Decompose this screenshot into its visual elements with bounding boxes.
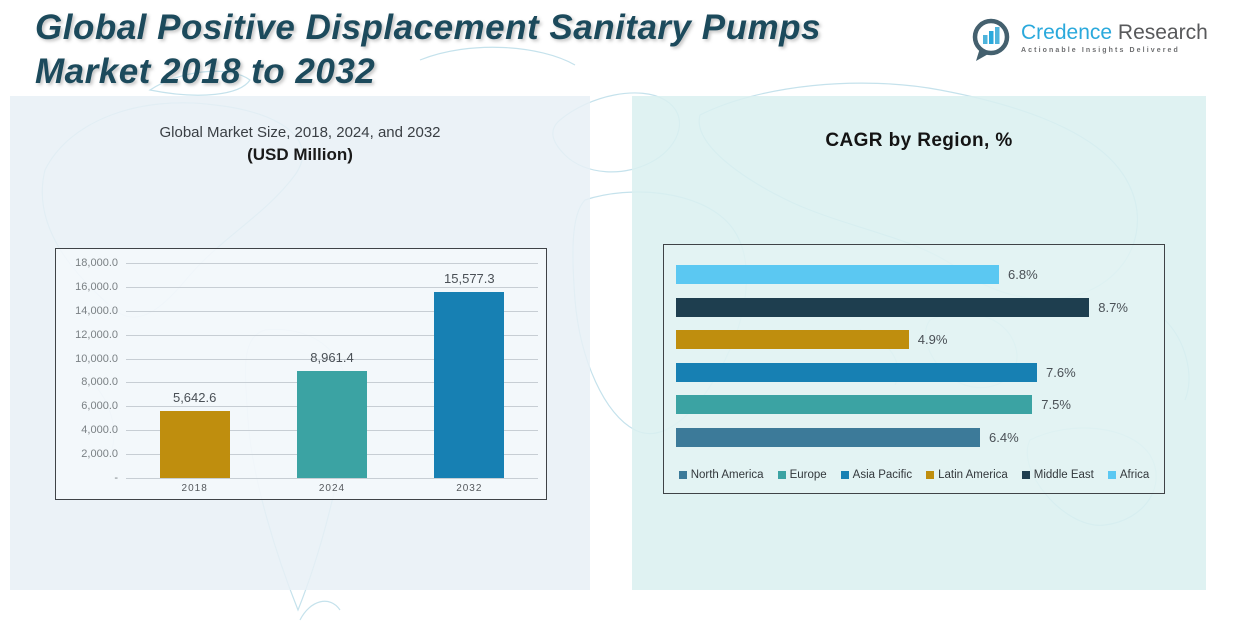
bar-value-label: 15,577.3: [444, 270, 495, 286]
chart-legend: North America Europe Asia Pacific Latin Ame…: [664, 469, 1164, 481]
credence-research-logo: Credence Research Actionable Insights De…: [968, 16, 1208, 62]
legend-item-north-america: North America: [678, 469, 764, 481]
legend-swatch: [777, 471, 786, 479]
region-bar-europe: [676, 395, 1033, 414]
x-tick-label: 2018: [181, 483, 208, 494]
bar-value-label: 8,961.4: [310, 349, 354, 365]
region-bar-value-label: 8.7%: [1098, 299, 1128, 315]
y-tick-label: 18,000.0: [75, 257, 118, 269]
legend-label: Middle East: [1033, 469, 1094, 481]
gridline: [126, 358, 538, 360]
gridline: [126, 263, 538, 264]
region-bar-latin-america: [676, 330, 909, 349]
region-bar-value-label: 7.6%: [1046, 364, 1076, 380]
legend-item-middle-east: Middle East: [1021, 469, 1094, 481]
bar-2032: [434, 291, 505, 478]
x-tick-label: 2024: [318, 483, 346, 494]
legend-item-africa: Africa: [1107, 469, 1150, 481]
logo-text: Credence Research Actionable Insights De…: [1021, 16, 1208, 55]
legend-swatch: [678, 471, 687, 479]
logo-brand-secondary: Research: [1117, 21, 1208, 44]
bar-2024: [297, 370, 367, 478]
region-bar-value-label: 6.4%: [989, 429, 1019, 445]
logo-brand-name: Credence Research: [1021, 22, 1208, 44]
y-tick-label: 14,000.0: [75, 304, 118, 317]
page-title-line2: Market 2018 to 2032: [35, 52, 376, 91]
y-tick-label: 4,000.0: [81, 424, 118, 437]
region-bar-value-label: 7.5%: [1041, 397, 1071, 412]
x-tick-label: 2032: [456, 483, 483, 494]
legend-label: Africa: [1119, 469, 1150, 481]
y-tick-label: 16,000.0: [75, 280, 118, 293]
legend-label: Asia Pacific: [852, 469, 913, 481]
logo-tagline: Actionable Insights Delivered: [1021, 47, 1180, 54]
page-title-line1: Global Positive Displacement Sanitary Pu…: [35, 8, 821, 47]
region-bar-value-label: 4.9%: [917, 332, 948, 347]
y-tick-label: 8,000.0: [81, 376, 118, 389]
gridline: [126, 478, 538, 479]
cagr-chart-title: CAGR by Region, %: [825, 130, 1013, 151]
page-title: Global Positive Displacement Sanitary Pu…: [35, 6, 965, 94]
y-tick-label: 6,000.0: [81, 400, 118, 413]
legend-swatch: [926, 471, 935, 479]
legend-swatch: [1021, 471, 1030, 479]
market-size-chart-title-text: Global Market Size, 2018, 2024, and 2032: [159, 124, 441, 141]
legend-label: Latin America: [938, 469, 1008, 481]
region-bar-value-label: 6.8%: [1008, 267, 1038, 282]
legend-swatch: [840, 471, 849, 479]
market-size-chart-subtitle: (USD Million): [247, 145, 353, 164]
y-tick-label: 10,000.0: [75, 352, 118, 365]
region-bar-asia-pacific: [676, 362, 1037, 382]
legend-label: Europe: [789, 469, 827, 481]
y-tick-label: 12,000.0: [75, 328, 118, 341]
logo-brand-primary: Credence: [1021, 21, 1113, 44]
cagr-bar-chart: 6.8% 8.7% 4.9% 7.6% 7.5% 6.4% North America Eur…: [663, 244, 1165, 494]
market-size-panel: Global Market Size, 2018, 2024, and 2032…: [10, 96, 590, 590]
market-size-chart-title: Global Market Size, 2018, 2024, and 2032…: [10, 122, 590, 166]
market-size-bar-chart: 18,000.0 16,000.0 14,000.0 12,000.0 10,000.0…: [55, 248, 547, 500]
legend-label: North America: [690, 469, 764, 481]
bar-2018: [159, 410, 230, 478]
region-bar-middle-east: [676, 297, 1090, 317]
gridline: [126, 310, 538, 312]
y-tick-label: 2,000.0: [81, 448, 118, 461]
region-bar-africa: [676, 265, 999, 284]
cagr-panel: CAGR by Region, % 6.8% 8.7% 4.9% 7.6% 7.5% 6.…: [632, 96, 1206, 590]
logo-bar-chart-icon: [972, 18, 1010, 61]
legend-item-europe: Europe: [777, 469, 827, 481]
gridline: [126, 286, 538, 288]
region-bar-north-america: [676, 427, 980, 447]
legend-swatch: [1107, 471, 1116, 479]
legend-item-asia-pacific: Asia Pacific: [840, 469, 913, 481]
bar-value-label: 5,642.6: [172, 389, 217, 405]
gridline: [126, 334, 538, 336]
legend-item-latin-america: Latin America: [926, 469, 1008, 481]
y-tick-label: -: [114, 472, 118, 484]
